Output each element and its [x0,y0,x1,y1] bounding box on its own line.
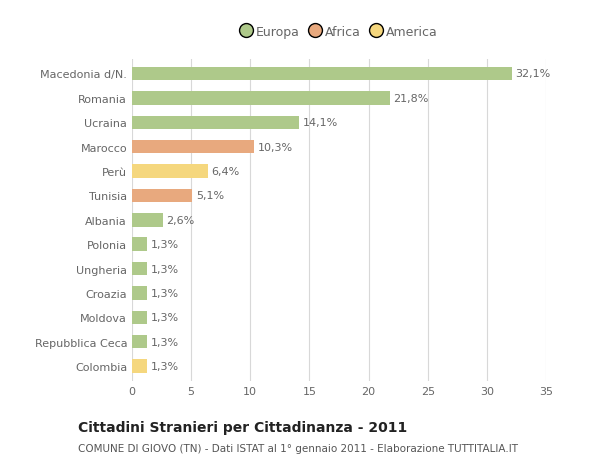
Legend: Europa, Africa, America: Europa, Africa, America [236,21,442,44]
Text: 1,3%: 1,3% [151,264,179,274]
Text: 10,3%: 10,3% [257,142,293,152]
Bar [132,165,208,179]
Bar [132,189,193,203]
Bar [132,336,148,349]
Text: 1,3%: 1,3% [151,313,179,323]
Text: Cittadini Stranieri per Cittadinanza - 2011: Cittadini Stranieri per Cittadinanza - 2… [78,420,407,434]
Text: 32,1%: 32,1% [515,69,550,79]
Text: 14,1%: 14,1% [302,118,338,128]
Bar [132,140,254,154]
Bar [132,238,148,252]
Text: 1,3%: 1,3% [151,240,179,250]
Text: 21,8%: 21,8% [394,94,429,104]
Bar [132,116,299,129]
Text: 5,1%: 5,1% [196,191,224,201]
Text: COMUNE DI GIOVO (TN) - Dati ISTAT al 1° gennaio 2011 - Elaborazione TUTTITALIA.I: COMUNE DI GIOVO (TN) - Dati ISTAT al 1° … [78,443,518,453]
Bar [132,67,512,81]
Bar [132,360,148,373]
Bar [132,92,390,105]
Bar [132,213,163,227]
Text: 1,3%: 1,3% [151,361,179,371]
Text: 2,6%: 2,6% [166,215,194,225]
Text: 1,3%: 1,3% [151,337,179,347]
Bar [132,262,148,276]
Text: 6,4%: 6,4% [211,167,239,177]
Text: 1,3%: 1,3% [151,288,179,298]
Bar [132,287,148,300]
Bar [132,311,148,325]
